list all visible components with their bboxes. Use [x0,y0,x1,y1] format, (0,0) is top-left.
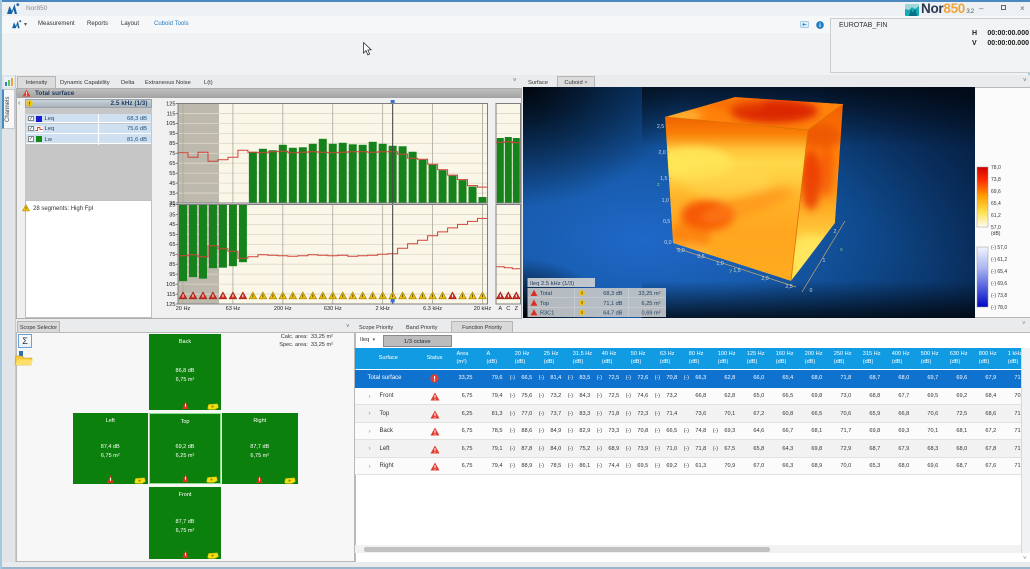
svg-text:1,0: 1,0 [716,261,723,267]
svg-text:65: 65 [169,161,175,167]
svg-text:78,0: 78,0 [991,165,1001,171]
svg-text:0,69 m²: 0,69 m² [642,311,661,317]
svg-text:0: 0 [810,288,813,294]
svg-text:(-) 65,4: (-) 65,4 [991,269,1007,275]
svg-text:0,5: 0,5 [663,219,670,225]
svg-text:45: 45 [169,222,175,228]
svg-text:105: 105 [166,282,175,288]
svg-text:(-) 57,0: (-) 57,0 [991,245,1007,251]
svg-text:25: 25 [169,202,175,208]
svg-text:45: 45 [169,181,175,187]
svg-text:55: 55 [169,171,175,177]
svg-text:(-) 61,2: (-) 61,2 [991,257,1007,263]
svg-text:2 kHz: 2 kHz [376,306,391,312]
svg-text:20 kHz: 20 kHz [474,306,492,312]
svg-text:R3C1: R3C1 [540,311,554,317]
svg-text:125: 125 [166,302,175,308]
svg-text:65,4: 65,4 [991,201,1001,207]
svg-text:2,5: 2,5 [785,284,792,290]
svg-text:75: 75 [169,151,175,157]
svg-text:69,6: 69,6 [991,189,1001,195]
svg-text:Z: Z [515,306,519,312]
svg-text:73,8: 73,8 [991,177,1001,183]
svg-text:y 1,5: y 1,5 [729,268,740,274]
svg-text:1,0: 1,0 [662,198,669,204]
svg-text:57,0: 57,0 [991,225,1001,231]
svg-text:6.3 kHz: 6.3 kHz [423,306,442,312]
svg-text:200 Hz: 200 Hz [274,306,292,312]
svg-text:85: 85 [169,262,175,268]
svg-text:Total: Total [540,291,552,297]
svg-text:(-) 78,0: (-) 78,0 [991,305,1007,311]
svg-text:105: 105 [166,121,175,127]
svg-text:2,0: 2,0 [761,276,768,282]
svg-text:63 Hz: 63 Hz [226,306,241,312]
svg-text:(-) 73,8: (-) 73,8 [991,293,1007,299]
svg-text:C: C [506,306,510,312]
svg-text:Top: Top [540,301,549,307]
svg-text:6,25 m²: 6,25 m² [642,301,661,307]
svg-text:0,0: 0,0 [664,240,671,246]
svg-text:33,25 m²: 33,25 m² [638,291,660,297]
svg-text:68,3 dB: 68,3 dB [603,291,623,297]
svg-text:65: 65 [169,242,175,248]
svg-text:(dB): (dB) [991,231,1001,237]
svg-text:115: 115 [167,111,176,117]
svg-text:125: 125 [166,101,175,107]
svg-text:0,5: 0,5 [697,254,704,260]
svg-text:85: 85 [169,141,175,147]
svg-text:35: 35 [169,191,175,197]
svg-text:55: 55 [169,232,175,238]
svg-text:115: 115 [167,292,176,298]
svg-text:1,5: 1,5 [660,176,667,182]
svg-text:2,5: 2,5 [657,124,664,130]
svg-text:x: x [840,247,843,253]
svg-text:20 Hz: 20 Hz [176,306,191,312]
svg-text:71,1 dB: 71,1 dB [603,301,623,307]
svg-text:(-) 69,6: (-) 69,6 [991,281,1007,287]
svg-text:95: 95 [169,131,175,137]
svg-text:75: 75 [169,252,175,258]
svg-text:1: 1 [823,258,826,264]
svg-text:25: 25 [169,201,175,207]
svg-text:35: 35 [169,212,175,218]
svg-text:2,0: 2,0 [658,150,665,156]
svg-text:0,0: 0,0 [677,248,684,254]
svg-text:61,2: 61,2 [991,213,1001,219]
svg-text:z: z [657,182,660,188]
svg-text:630 Hz: 630 Hz [324,306,342,312]
svg-text:2: 2 [834,229,837,235]
svg-text:A: A [498,306,502,312]
svg-text:Ileq 2.5 kHz (1/3): Ileq 2.5 kHz (1/3) [530,281,574,287]
svg-text:64,7 dB: 64,7 dB [603,311,623,317]
svg-text:95: 95 [169,272,175,278]
